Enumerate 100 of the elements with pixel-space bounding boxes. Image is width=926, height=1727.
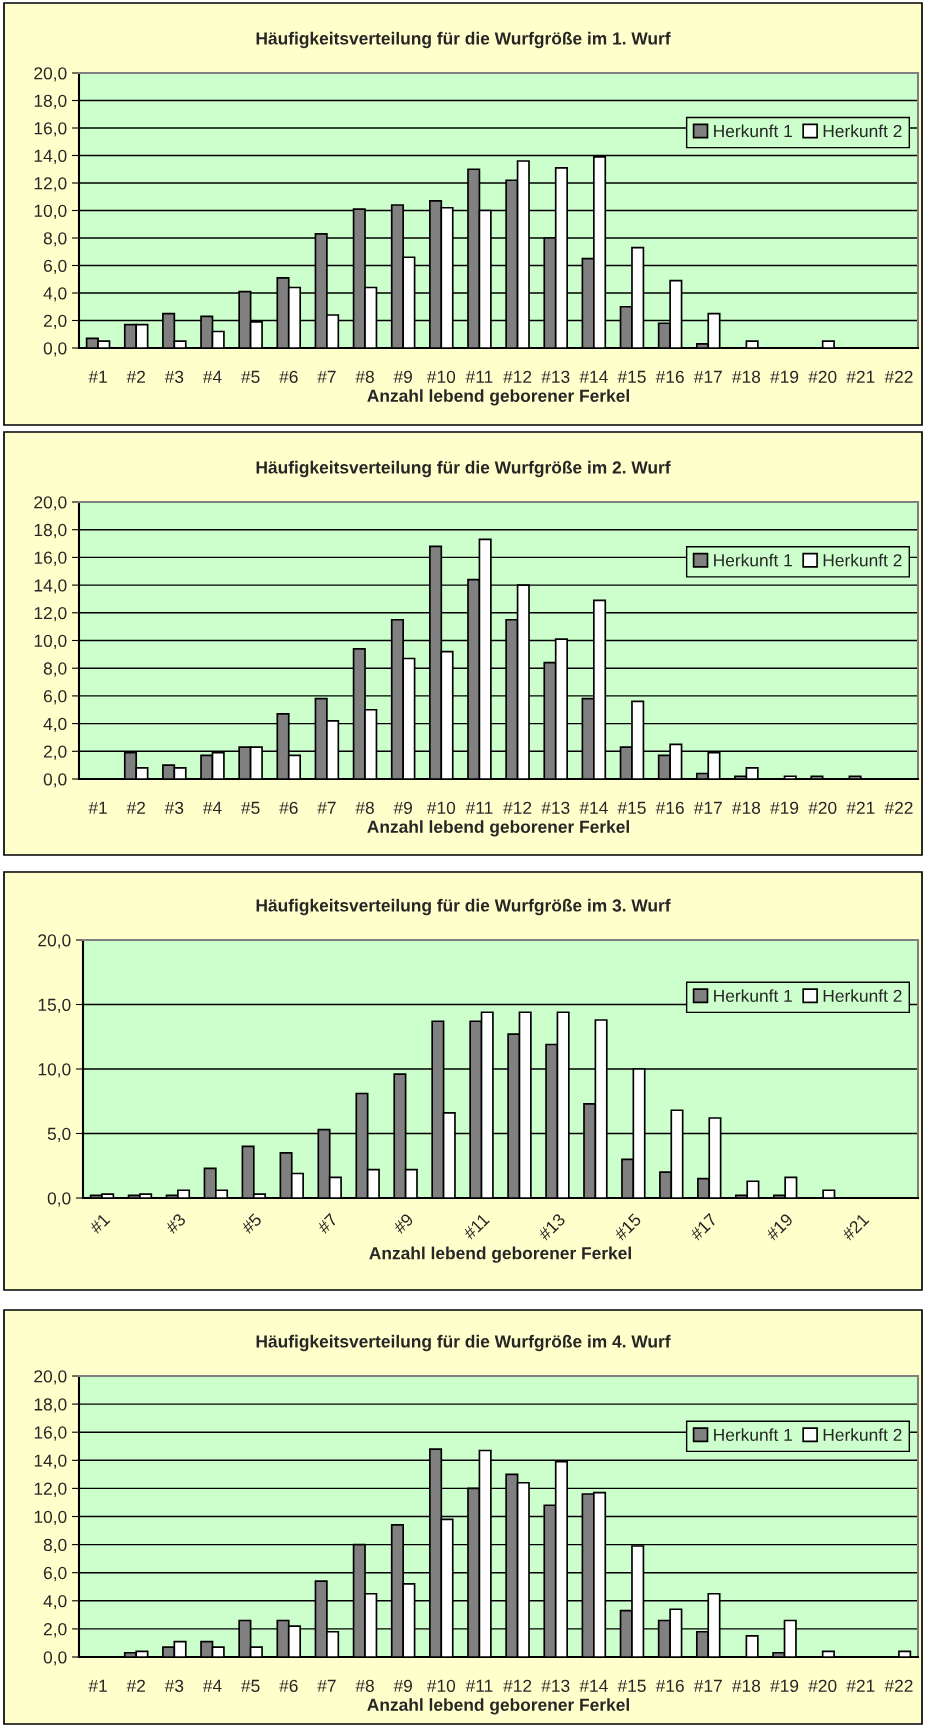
x-axis-title: Anzahl lebend geborener Ferkel [367, 389, 629, 406]
x-tick-label: #3 [164, 1212, 187, 1235]
x-tick-label: #1 [88, 370, 107, 383]
x-tick-label: #7 [317, 1679, 336, 1692]
y-tick-label: 16,0 [34, 551, 67, 566]
y-tick-label: 10,0 [34, 1510, 67, 1526]
y-tick-label: 20,0 [38, 934, 71, 949]
legend-label: Herkunft 1 [714, 1428, 792, 1441]
y-tick-label: 8,0 [43, 232, 67, 247]
x-tick-label: #4 [202, 1679, 222, 1692]
x-tick-label: #20 [808, 801, 837, 814]
x-tick-label: #1 [88, 801, 107, 814]
y-tick-label: 2,0 [43, 745, 67, 760]
x-tick-label: #5 [241, 1679, 260, 1692]
x-tick-label: #8 [355, 370, 374, 383]
x-tick-label: #17 [693, 370, 722, 383]
x-tick-label: #2 [126, 1679, 145, 1692]
x-tick-label: #9 [392, 1212, 415, 1235]
x-tick-label: #16 [655, 801, 684, 814]
x-axis-title: Anzahl lebend geborener Ferkel [367, 820, 629, 837]
x-tick-label: #21 [846, 370, 875, 383]
x-tick-label: #17 [693, 1679, 722, 1692]
x-tick-label: #7 [316, 1212, 338, 1235]
legend-label: Herkunft 2 [823, 989, 902, 1003]
x-tick-label: #16 [655, 1679, 684, 1692]
y-tick-label: 14,0 [34, 149, 67, 165]
x-tick-label: #13 [541, 1679, 570, 1692]
y-tick-label: 20,0 [34, 67, 67, 82]
y-tick-label: 0,0 [43, 1651, 67, 1666]
y-tick-label: 15,0 [38, 998, 71, 1014]
y-tick-label: 18,0 [34, 523, 67, 539]
y-tick-label: 6,0 [43, 690, 67, 705]
y-tick-label: 0,0 [47, 1192, 71, 1207]
x-tick-label: #22 [884, 370, 913, 383]
y-tick-label: 20,0 [34, 1370, 67, 1385]
x-tick-label: #18 [731, 1679, 761, 1692]
x-tick-label: #22 [884, 801, 913, 814]
x-tick-label: #6 [279, 801, 298, 814]
x-tick-label: #11 [465, 801, 493, 814]
y-tick-label: 12,0 [34, 1482, 67, 1497]
x-tick-label: #6 [279, 1679, 298, 1692]
x-tick-label: #7 [317, 370, 336, 383]
x-axis-title: Anzahl lebend geborener Ferkel [367, 1698, 629, 1715]
legend-label: Herkunft 2 [823, 124, 902, 138]
x-tick-label: #1 [88, 1679, 107, 1692]
x-tick-label: #2 [126, 801, 145, 814]
y-tick-label: 2,0 [43, 314, 67, 330]
x-tick-label: #15 [617, 370, 646, 383]
x-tick-label: #20 [808, 1679, 837, 1692]
x-tick-label: #19 [770, 370, 799, 383]
legend-label: Herkunft 1 [714, 124, 792, 138]
x-tick-label: #9 [393, 801, 412, 814]
x-tick-label: #19 [770, 1679, 799, 1692]
x-tick-label: #4 [202, 370, 222, 383]
y-tick-label: 8,0 [43, 1538, 67, 1554]
y-tick-label: 4,0 [43, 287, 67, 302]
chart-title: Häufigkeitsverteilung für die Wurfgröße im 3. Wurf [256, 898, 671, 916]
x-tick-label: #15 [617, 801, 646, 814]
y-tick-label: 0,0 [43, 773, 67, 788]
x-tick-label: #8 [355, 1679, 374, 1692]
y-tick-label: 0,0 [43, 342, 67, 357]
x-tick-label: #18 [731, 801, 761, 814]
x-tick-label: #1 [88, 1212, 111, 1235]
x-tick-label: #19 [770, 801, 799, 814]
x-tick-label: #15 [617, 1679, 646, 1692]
legend-label: Herkunft 2 [823, 1428, 902, 1441]
x-tick-label: #18 [731, 370, 761, 383]
x-tick-label: #11 [465, 1679, 493, 1692]
chart-title: Häufigkeitsverteilung für die Wurfgröße im 1. Wurf [256, 31, 671, 49]
x-tick-label: #10 [426, 1679, 456, 1692]
x-tick-label: #15 [613, 1212, 642, 1242]
y-tick-label: 12,0 [34, 606, 67, 622]
x-tick-label: #4 [202, 801, 222, 814]
y-tick-label: 4,0 [43, 1594, 67, 1610]
x-tick-label: #9 [393, 1679, 412, 1692]
x-tick-label: #21 [846, 801, 875, 814]
x-tick-label: #22 [884, 1679, 913, 1692]
y-tick-label: 10,0 [34, 204, 67, 220]
y-tick-label: 10,0 [38, 1063, 71, 1078]
y-tick-label: 20,0 [34, 496, 67, 511]
y-tick-label: 18,0 [34, 94, 67, 110]
x-tick-label: #5 [241, 370, 260, 383]
x-tick-label: #17 [689, 1212, 718, 1242]
legend-label: Herkunft 1 [714, 553, 792, 567]
y-tick-label: 6,0 [43, 1566, 67, 1582]
x-tick-label: #20 [808, 370, 837, 383]
x-tick-label: #21 [840, 1212, 870, 1242]
x-tick-label: #13 [541, 370, 570, 383]
y-tick-label: 5,0 [47, 1127, 71, 1143]
x-tick-label: #8 [355, 801, 374, 814]
x-tick-label: #14 [579, 801, 608, 814]
legend-label: Herkunft 1 [714, 989, 792, 1003]
x-tick-label: #17 [693, 801, 722, 814]
x-tick-label: #5 [240, 1212, 263, 1235]
legend-label: Herkunft 2 [823, 553, 902, 567]
x-tick-label: #10 [426, 801, 456, 814]
x-tick-label: #16 [655, 370, 684, 383]
y-tick-label: 18,0 [34, 1398, 67, 1413]
x-tick-label: #2 [126, 370, 145, 383]
y-tick-label: 2,0 [43, 1623, 67, 1638]
